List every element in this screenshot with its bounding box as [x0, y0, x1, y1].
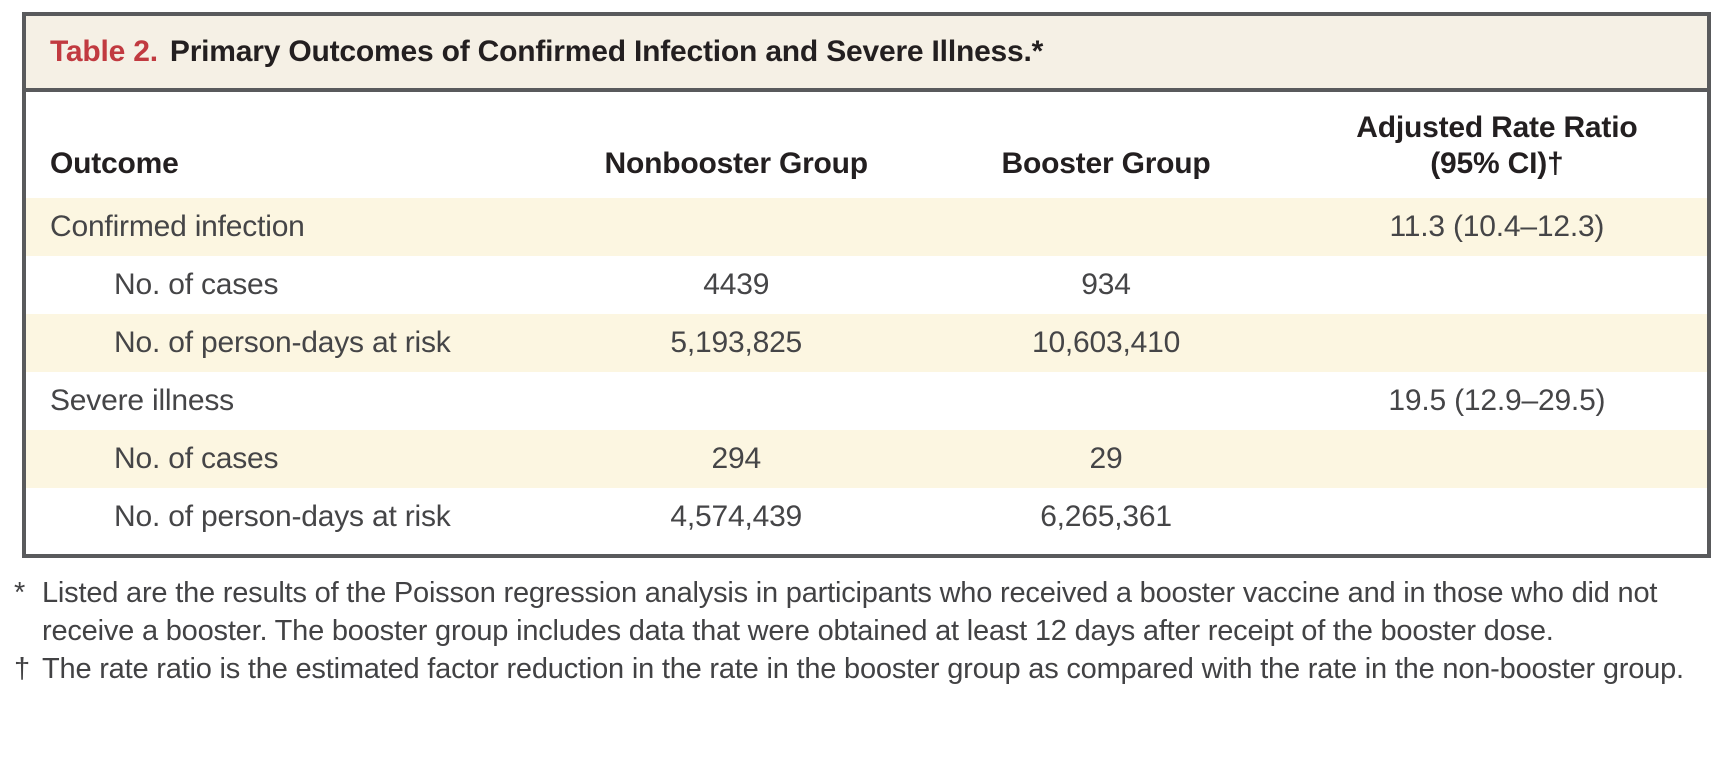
rate-ratio-value: 11.3 (10.4–12.3): [1389, 210, 1605, 243]
rate-ratio-header-line1: Adjusted Rate Ratio: [1356, 111, 1638, 144]
table-row-confirmed-infection: Confirmed infection 11.3 (10.4–12.3): [26, 198, 1707, 256]
column-header-booster-group: Booster Group: [1001, 147, 1211, 180]
table-frame: Table 2. Primary Outcomes of Confirmed I…: [22, 12, 1711, 558]
outcome-label: No. of person-days at risk: [114, 500, 451, 533]
table-bottom-spacer: [26, 546, 1707, 554]
table-header-row: Outcome Nonbooster Group Booster Group A…: [26, 92, 1707, 198]
rate-ratio-header-line2: (95% CI)†: [1430, 147, 1564, 180]
table-row-severe-cases: No. of cases 294 29: [26, 430, 1707, 488]
outcome-label: No. of cases: [114, 442, 279, 475]
table-row-severe-person-days: No. of person-days at risk 4,574,439 6,2…: [26, 488, 1707, 546]
rate-ratio-value: 19.5 (12.9–29.5): [1388, 384, 1606, 417]
booster-value: 29: [1089, 442, 1123, 475]
nonbooster-value: 294: [711, 442, 761, 475]
table-row-severe-illness: Severe illness 19.5 (12.9–29.5): [26, 372, 1707, 430]
table-number-label: Table 2.: [50, 35, 158, 68]
booster-value: 10,603,410: [1031, 326, 1181, 359]
booster-value: 934: [1081, 268, 1131, 301]
table-row-confirmed-person-days: No. of person-days at risk 5,193,825 10,…: [26, 314, 1707, 372]
dagger-marker: †: [14, 653, 30, 685]
nonbooster-value: 4439: [703, 268, 770, 301]
footnote-dagger-text: The rate ratio is the estimated factor r…: [42, 653, 1684, 685]
table-title: Primary Outcomes of Confirmed Infection …: [169, 35, 1044, 68]
outcome-label: Confirmed infection: [50, 210, 305, 243]
footnote-asterisk-text: Listed are the results of the Poisson re…: [42, 577, 1658, 647]
column-header-outcome: Outcome: [50, 147, 179, 180]
nonbooster-value: 4,574,439: [670, 500, 803, 533]
footnote-dagger: † The rate ratio is the estimated factor…: [14, 650, 1707, 688]
table-title-bar: Table 2. Primary Outcomes of Confirmed I…: [26, 16, 1707, 92]
outcome-label: No. of person-days at risk: [114, 326, 451, 359]
outcome-label: Severe illness: [50, 384, 234, 417]
footnotes: * Listed are the results of the Poisson …: [14, 574, 1707, 688]
booster-value: 6,265,361: [1040, 500, 1172, 533]
table-row-confirmed-cases: No. of cases 4439 934: [26, 256, 1707, 314]
footnote-asterisk: * Listed are the results of the Poisson …: [14, 574, 1707, 650]
column-header-nonbooster-group: Nonbooster Group: [604, 147, 868, 180]
column-header-adjusted-rate-ratio: Adjusted Rate Ratio (95% CI)†: [1287, 110, 1707, 182]
outcome-label: No. of cases: [114, 268, 279, 301]
asterisk-marker: *: [14, 577, 26, 609]
nonbooster-value: 5,193,825: [670, 326, 803, 359]
